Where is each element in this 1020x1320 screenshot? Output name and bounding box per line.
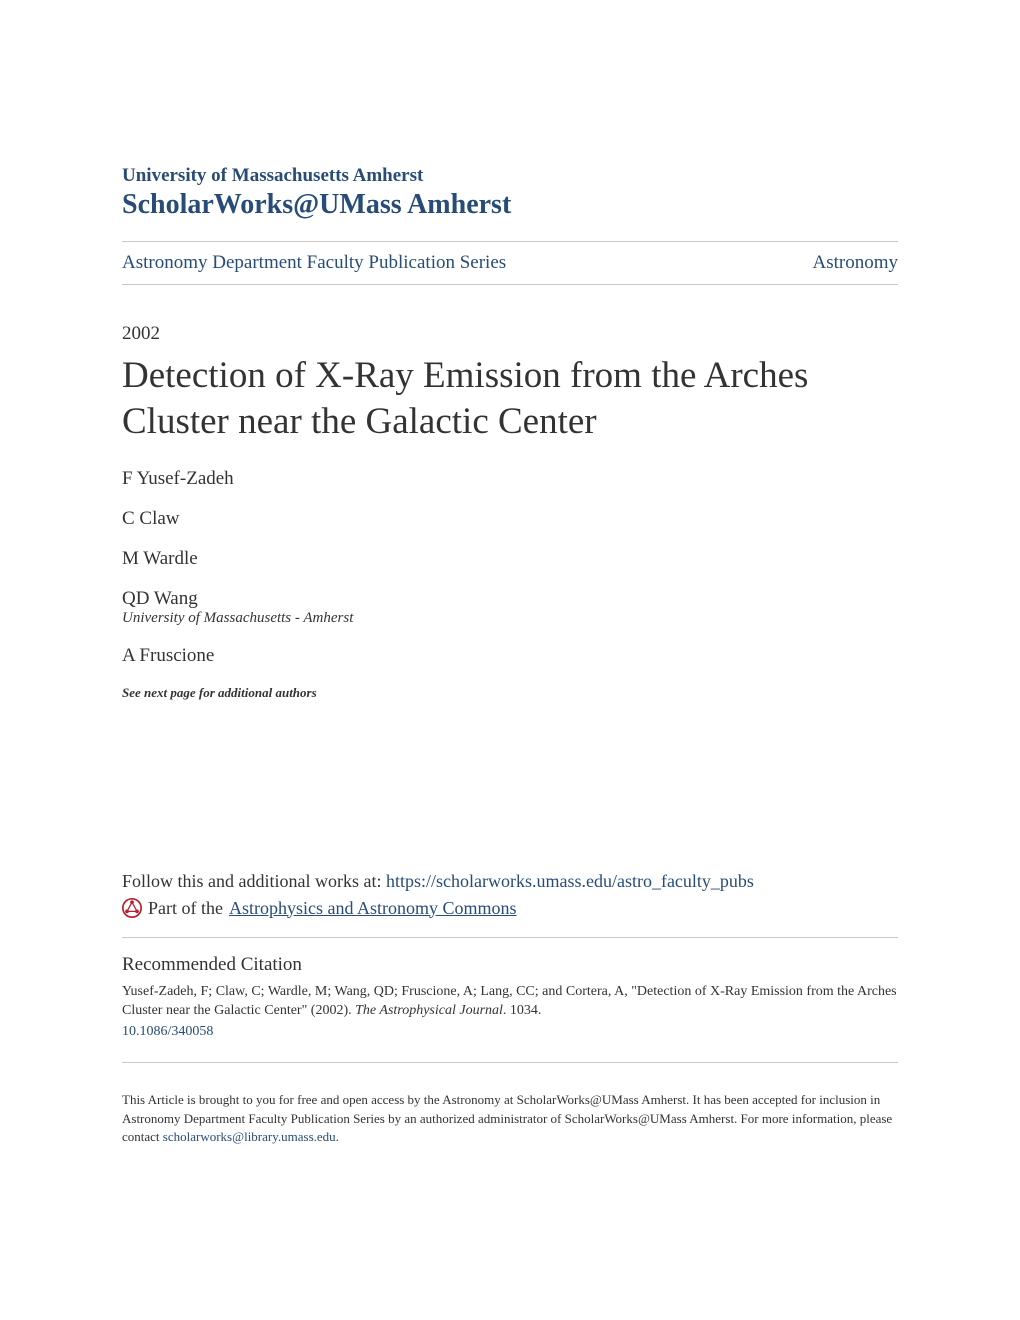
author-entry: F Yusef-Zadeh xyxy=(122,468,898,490)
follow-url-link[interactable]: https://scholarworks.umass.edu/astro_fac… xyxy=(386,871,754,891)
citation-body: Yusef-Zadeh, F; Claw, C; Wardle, M; Wang… xyxy=(122,982,898,1021)
nav-department-link[interactable]: Astronomy xyxy=(813,252,899,274)
author-entry: M Wardle xyxy=(122,548,898,570)
author-name: A Fruscione xyxy=(122,645,898,667)
author-entry: C Claw xyxy=(122,508,898,530)
follow-prefix: Follow this and additional works at: xyxy=(122,871,386,891)
footer-block: This Article is brought to you for free … xyxy=(122,1063,898,1148)
publication-title: Detection of X-Ray Emission from the Arc… xyxy=(122,353,898,446)
author-name: C Claw xyxy=(122,508,898,530)
partof-line: Part of the Astrophysics and Astronomy C… xyxy=(122,898,898,938)
follow-line: Follow this and additional works at: htt… xyxy=(122,871,898,892)
nav-series-link[interactable]: Astronomy Department Faculty Publication… xyxy=(122,252,506,274)
citation-journal: The Astrophysical Journal xyxy=(355,1003,503,1018)
citation-text-post: . 1034. xyxy=(503,1003,542,1018)
publication-year: 2002 xyxy=(122,323,898,345)
header-institution: University of Massachusetts Amherst xyxy=(122,165,898,187)
citation-block: Recommended Citation Yusef-Zadeh, F; Cla… xyxy=(122,938,898,1063)
see-next-page-note: See next page for additional authors xyxy=(122,685,898,701)
follow-block: Follow this and additional works at: htt… xyxy=(122,871,898,938)
network-icon xyxy=(122,898,142,918)
partof-prefix: Part of the xyxy=(148,898,223,919)
footer-email-link[interactable]: scholarworks@library.umass.edu xyxy=(163,1129,336,1144)
author-entry: QD Wang University of Massachusetts - Am… xyxy=(122,588,898,627)
footer-text-post: . xyxy=(336,1129,339,1144)
author-name: QD Wang xyxy=(122,588,898,610)
author-name: F Yusef-Zadeh xyxy=(122,468,898,490)
commons-link[interactable]: Astrophysics and Astronomy Commons xyxy=(229,898,517,919)
doi-link[interactable]: 10.1086/340058 xyxy=(122,1024,898,1040)
breadcrumb-nav: Astronomy Department Faculty Publication… xyxy=(122,241,898,285)
author-affiliation: University of Massachusetts - Amherst xyxy=(122,610,898,627)
header-repository-link[interactable]: ScholarWorks@UMass Amherst xyxy=(122,189,898,221)
citation-heading: Recommended Citation xyxy=(122,954,898,976)
author-entry: A Fruscione xyxy=(122,645,898,667)
author-name: M Wardle xyxy=(122,548,898,570)
